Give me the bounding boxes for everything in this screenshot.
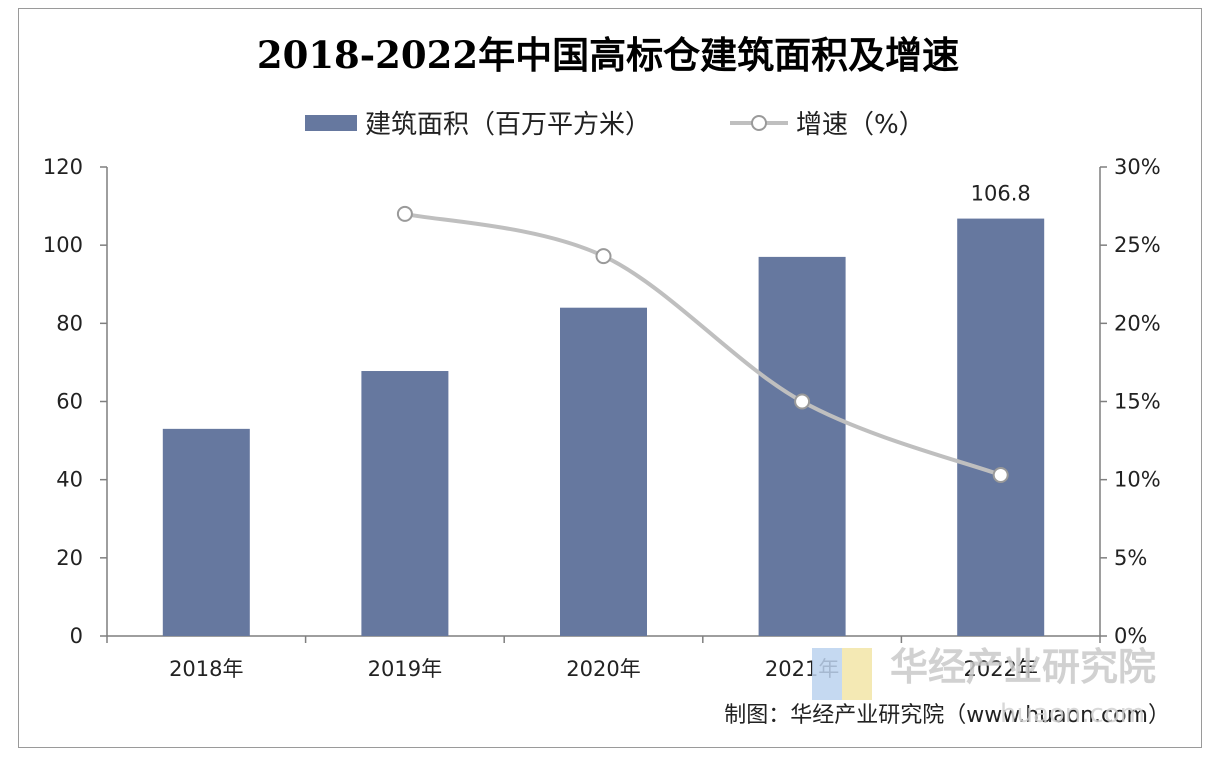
x-tick-label: 2020年 — [566, 657, 640, 681]
right-tick-label: 10% — [1114, 468, 1161, 492]
growth-point — [794, 393, 811, 410]
right-tick-label: 25% — [1114, 233, 1161, 257]
watermark-logo-yellow — [842, 648, 872, 700]
bar-2021年 — [758, 256, 846, 636]
bar-2020年 — [560, 307, 647, 636]
chart-title: 2018-2022年中国高标仓建筑面积及增速 — [257, 33, 959, 77]
legend-line-label: 增速（%） — [796, 110, 925, 140]
growth-point — [595, 248, 612, 265]
legend-line-marker — [751, 115, 767, 131]
right-tick-label: 0% — [1114, 624, 1147, 648]
left-tick-label: 100 — [43, 233, 83, 257]
left-tick-label: 80 — [56, 311, 83, 335]
growth-point — [396, 205, 413, 222]
watermark: 华经产业研究院 huaon.com — [812, 645, 1156, 729]
left-tick-label: 0 — [70, 624, 83, 648]
x-tick-label: 2019年 — [368, 657, 442, 681]
watermark-url: huaon.com — [1000, 699, 1145, 729]
legend-bar-swatch — [305, 115, 357, 131]
bar-2022年 — [957, 218, 1045, 636]
legend-bar-label: 建筑面积（百万平方米） — [365, 110, 651, 140]
legend: 建筑面积（百万平方米） 增速（%） — [305, 110, 925, 140]
left-tick-label: 120 — [43, 155, 83, 179]
left-tick-label: 60 — [56, 390, 83, 414]
growth-line — [404, 211, 1002, 477]
watermark-logo-blue — [812, 648, 842, 700]
x-tick-label: 2018年 — [169, 657, 243, 681]
bar-2018年 — [162, 428, 250, 636]
plot-area: 0 20 40 60 80 100 120 0% 5% 10% 15% 20% 25% 30% 2018年 2… — [43, 155, 1161, 681]
data-label: 106.8 — [971, 182, 1031, 206]
right-tick-label: 30% — [1114, 155, 1161, 179]
watermark-name: 华经产业研究院 — [890, 645, 1156, 689]
right-tick-label: 5% — [1114, 546, 1147, 570]
bar-2019年 — [361, 371, 449, 636]
x-tick-label: 2022年 — [963, 657, 1037, 681]
left-tick-label: 40 — [56, 468, 83, 492]
left-tick-label: 20 — [56, 546, 83, 570]
right-tick-label: 15% — [1114, 390, 1161, 414]
source-note: 制图：华经产业研究院（www.huaon.com） — [724, 703, 1170, 728]
growth-point — [992, 466, 1009, 483]
right-tick-label: 20% — [1114, 311, 1161, 335]
